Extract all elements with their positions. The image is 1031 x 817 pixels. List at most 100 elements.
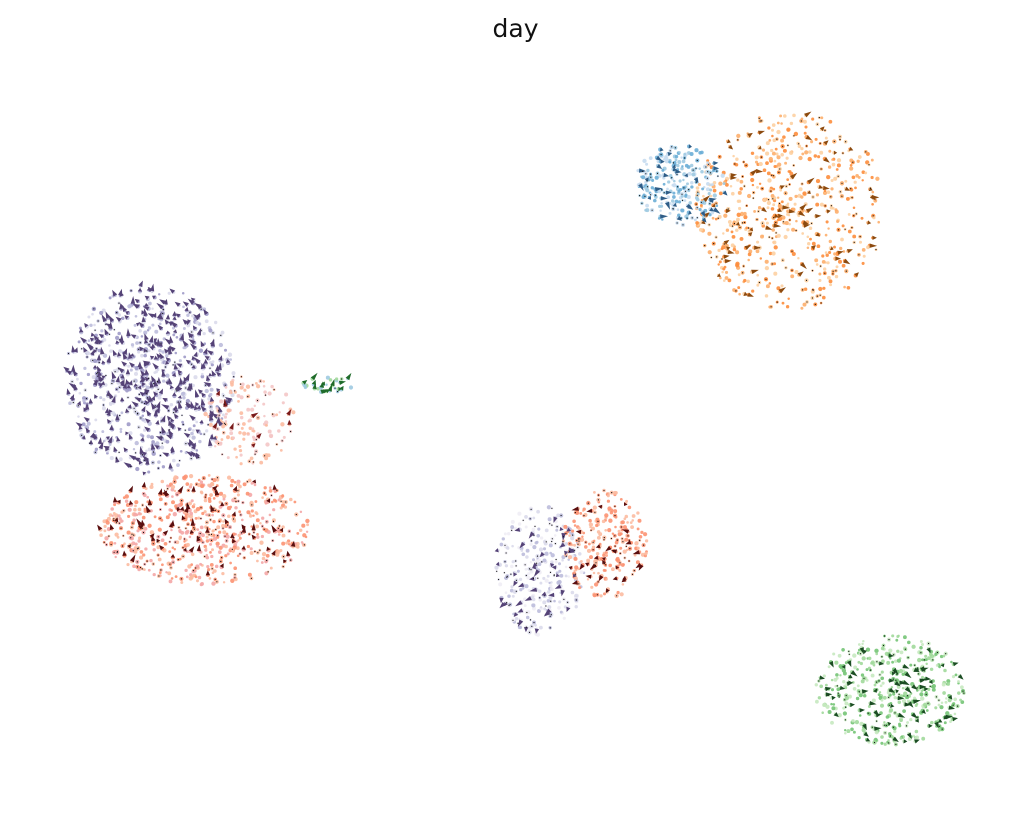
data-point bbox=[689, 163, 694, 168]
velocity-dot bbox=[273, 389, 275, 391]
velocity-dot bbox=[917, 673, 920, 675]
velocity-arrow bbox=[137, 287, 143, 292]
velocity-dot bbox=[793, 164, 795, 166]
data-point bbox=[276, 528, 281, 532]
data-point bbox=[909, 692, 913, 695]
data-point bbox=[902, 635, 907, 640]
data-point bbox=[801, 152, 805, 156]
velocity-dot bbox=[681, 199, 684, 201]
velocity-arrow bbox=[143, 308, 148, 317]
velocity-arrow bbox=[84, 402, 90, 410]
velocity-dot bbox=[853, 215, 855, 217]
data-point bbox=[719, 276, 722, 280]
velocity-arrow bbox=[722, 190, 728, 196]
velocity-dot bbox=[639, 539, 641, 542]
data-point bbox=[935, 663, 939, 667]
data-point bbox=[222, 494, 227, 499]
velocity-arrow bbox=[97, 437, 103, 445]
data-point bbox=[683, 199, 687, 202]
velocity-dot bbox=[605, 564, 607, 566]
velocity-dot bbox=[511, 529, 513, 532]
velocity-arrow bbox=[158, 388, 163, 395]
data-point bbox=[126, 422, 131, 427]
data-point bbox=[137, 539, 141, 543]
velocity-dot bbox=[255, 439, 257, 441]
velocity-dot bbox=[858, 691, 860, 693]
velocity-arrow bbox=[185, 451, 194, 457]
velocity-arrow bbox=[825, 692, 833, 697]
data-point bbox=[808, 150, 812, 154]
velocity-dot bbox=[683, 187, 685, 189]
velocity-arrow bbox=[107, 419, 112, 424]
data-point bbox=[573, 556, 578, 561]
velocity-dot bbox=[178, 526, 180, 529]
data-point bbox=[816, 244, 821, 249]
velocity-dot bbox=[290, 559, 292, 561]
velocity-arrow bbox=[114, 517, 119, 523]
data-point bbox=[879, 684, 883, 688]
data-point bbox=[725, 228, 730, 232]
data-point bbox=[158, 497, 163, 502]
data-point bbox=[271, 500, 274, 504]
data-point bbox=[764, 294, 769, 298]
velocity-dot bbox=[503, 572, 505, 574]
data-point bbox=[77, 340, 81, 344]
data-point bbox=[519, 588, 523, 592]
data-point bbox=[255, 384, 261, 389]
velocity-dot bbox=[113, 519, 115, 521]
data-point bbox=[668, 211, 672, 215]
data-point bbox=[174, 351, 178, 355]
velocity-dot bbox=[646, 180, 648, 182]
velocity-dot bbox=[200, 517, 202, 520]
velocity-dot bbox=[541, 561, 543, 563]
data-point bbox=[872, 664, 876, 667]
velocity-arrow bbox=[534, 628, 540, 634]
velocity-dot bbox=[806, 145, 808, 147]
velocity-dot bbox=[234, 390, 236, 392]
data-point bbox=[776, 121, 780, 125]
velocity-arrow bbox=[109, 524, 115, 531]
velocity-arrow bbox=[113, 446, 118, 452]
data-point bbox=[764, 259, 769, 264]
velocity-arrow bbox=[756, 169, 764, 174]
velocity-dot bbox=[173, 412, 175, 414]
velocity-dot bbox=[802, 289, 804, 291]
data-point bbox=[240, 382, 245, 387]
data-point bbox=[684, 163, 689, 168]
data-point bbox=[152, 572, 156, 577]
data-point bbox=[886, 740, 889, 744]
velocity-arrow bbox=[189, 414, 196, 421]
data-point bbox=[207, 474, 211, 477]
velocity-dot bbox=[146, 560, 148, 562]
velocity-arrow bbox=[800, 262, 807, 270]
velocity-dot bbox=[220, 560, 222, 563]
velocity-dot bbox=[530, 540, 533, 542]
velocity-arrow bbox=[182, 319, 189, 325]
data-point bbox=[156, 545, 161, 550]
data-point bbox=[756, 240, 760, 244]
data-point bbox=[720, 173, 725, 178]
velocity-dot bbox=[771, 237, 773, 239]
velocity-arrow bbox=[758, 130, 765, 135]
data-point bbox=[577, 526, 581, 531]
data-point bbox=[621, 583, 625, 586]
data-point bbox=[607, 506, 612, 511]
velocity-dot bbox=[816, 123, 819, 125]
velocity-dot bbox=[257, 552, 259, 554]
velocity-arrow bbox=[73, 347, 78, 353]
velocity-dot bbox=[770, 190, 772, 192]
data-point bbox=[631, 514, 636, 518]
data-point bbox=[537, 527, 541, 531]
velocity-arrow bbox=[216, 388, 221, 393]
data-point bbox=[105, 520, 110, 525]
data-point bbox=[129, 536, 134, 541]
velocity-dot bbox=[646, 186, 649, 188]
data-point bbox=[144, 547, 148, 551]
velocity-dot bbox=[772, 198, 774, 200]
velocity-dot bbox=[614, 505, 616, 507]
data-point bbox=[567, 575, 571, 578]
velocity-arrow bbox=[125, 431, 129, 436]
velocity-arrow bbox=[170, 519, 175, 527]
velocity-dot bbox=[837, 692, 839, 694]
data-point bbox=[93, 430, 97, 434]
